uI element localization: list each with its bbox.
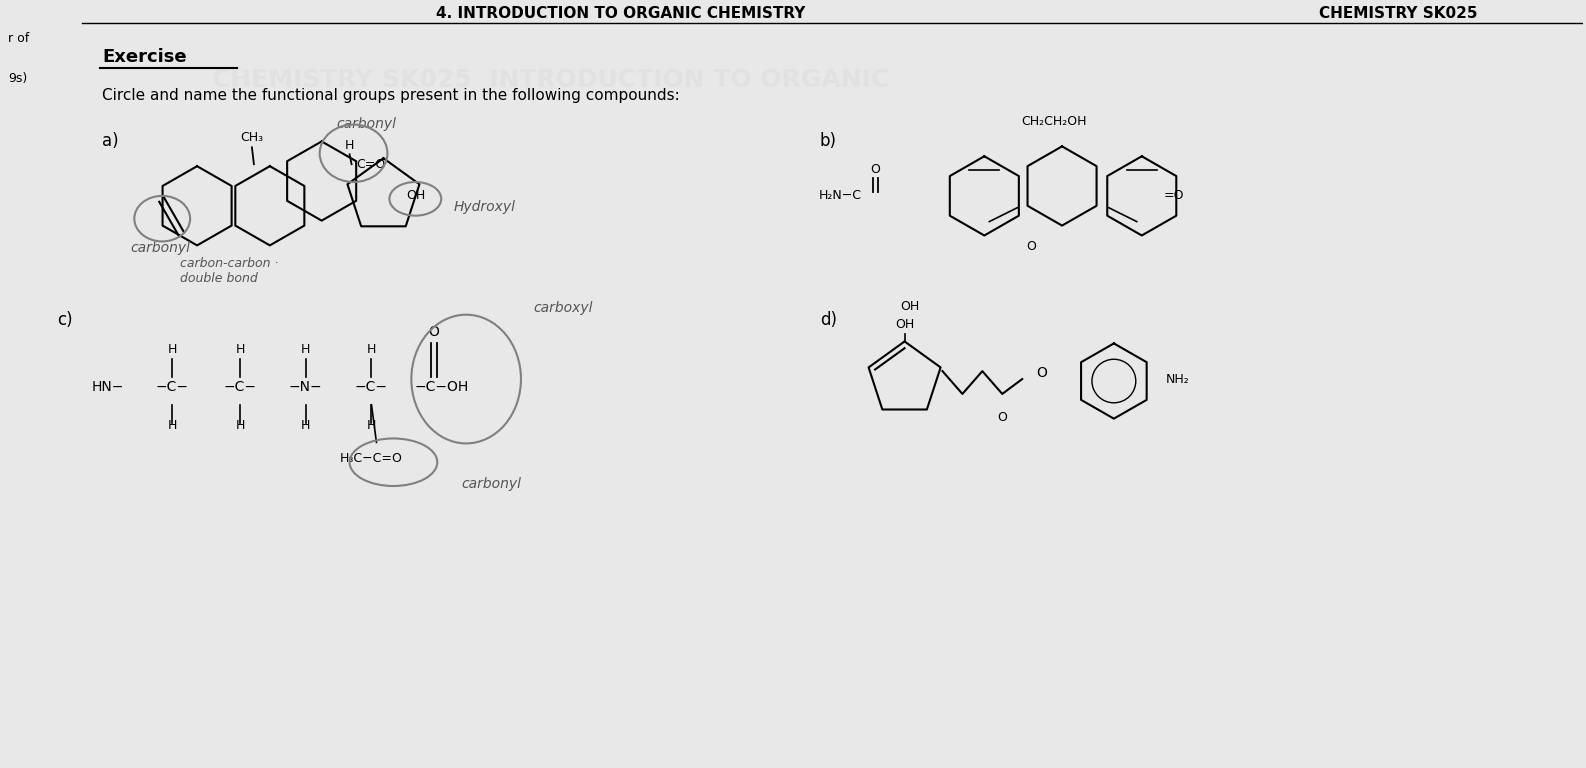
Text: −C−OH: −C−OH (414, 380, 468, 394)
Text: H: H (366, 343, 376, 356)
Text: O: O (1037, 366, 1048, 380)
Text: H₃C−C=O: H₃C−C=O (339, 452, 403, 465)
Text: H: H (235, 343, 244, 356)
Text: carbonyl: carbonyl (462, 477, 522, 491)
Text: carboxyl: carboxyl (533, 301, 593, 315)
Text: Exercise: Exercise (103, 48, 187, 66)
Text: H: H (344, 139, 354, 152)
Text: c): c) (57, 310, 73, 329)
Text: CH₂CH₂OH: CH₂CH₂OH (1021, 114, 1086, 127)
Text: H: H (235, 419, 244, 432)
Text: −C−: −C− (224, 380, 257, 394)
Text: HN−: HN− (92, 380, 124, 394)
Text: double bond: double bond (181, 272, 259, 285)
Text: H: H (301, 343, 311, 356)
Text: O: O (428, 326, 439, 339)
Text: O: O (998, 411, 1007, 424)
Text: O: O (869, 163, 880, 176)
Text: r of: r of (8, 32, 29, 45)
Text: H: H (168, 419, 178, 432)
Text: 4. INTRODUCTION TO ORGANIC CHEMISTRY: 4. INTRODUCTION TO ORGANIC CHEMISTRY (436, 5, 806, 21)
Text: −C−: −C− (155, 380, 189, 394)
Text: H: H (168, 343, 178, 356)
Text: −C−: −C− (355, 380, 389, 394)
Text: OH: OH (406, 189, 425, 202)
Text: 9s): 9s) (8, 72, 27, 85)
Text: OH: OH (899, 300, 920, 313)
Text: d): d) (820, 310, 837, 329)
Text: b): b) (820, 132, 837, 151)
Text: H: H (301, 419, 311, 432)
Text: carbon-carbon ·: carbon-carbon · (181, 257, 279, 270)
Text: carbonyl: carbonyl (336, 117, 396, 131)
Text: −N−: −N− (289, 380, 322, 394)
Text: a): a) (103, 132, 119, 151)
Text: Hydroxyl: Hydroxyl (454, 200, 515, 214)
Text: carbonyl: carbonyl (130, 241, 190, 255)
Text: CHEMISTRY SK025  INTRODUCTION TO ORGANIC: CHEMISTRY SK025 INTRODUCTION TO ORGANIC (213, 68, 890, 92)
Text: C=O: C=O (357, 158, 385, 171)
Text: CHEMISTRY SK025: CHEMISTRY SK025 (1318, 5, 1477, 21)
Text: H: H (366, 419, 376, 432)
Text: CH₃: CH₃ (241, 131, 263, 144)
Text: Circle and name the functional groups present in the following compounds:: Circle and name the functional groups pr… (103, 88, 680, 103)
Text: NH₂: NH₂ (1166, 373, 1190, 386)
Text: H₂N−C: H₂N−C (818, 189, 861, 202)
Text: =O: =O (1164, 189, 1185, 202)
Text: OH: OH (895, 317, 914, 330)
Text: O: O (1026, 240, 1036, 253)
